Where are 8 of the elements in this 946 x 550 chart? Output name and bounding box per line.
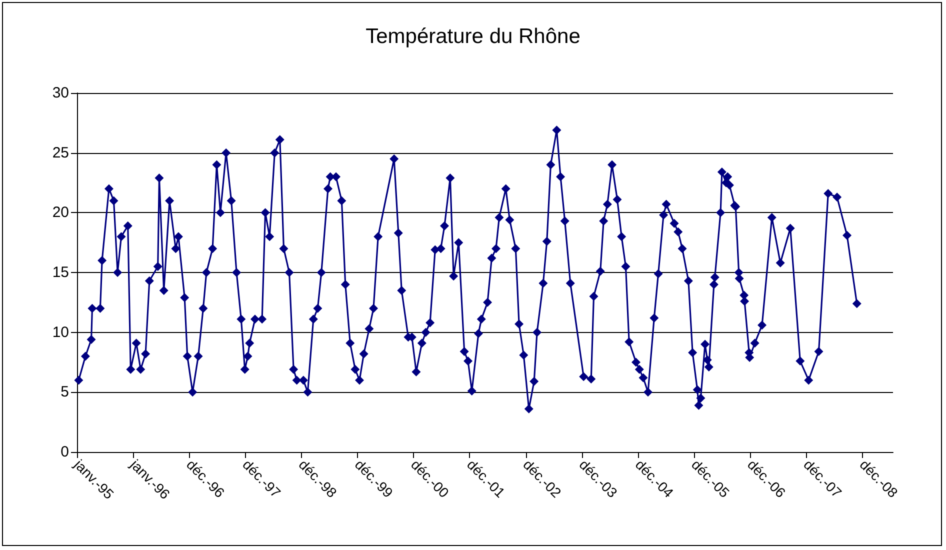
y-tick-label: 5: [60, 384, 69, 401]
y-tick-label: 30: [52, 84, 69, 102]
chart-title: Température du Rhône: [366, 25, 580, 48]
y-tick-label: 20: [52, 204, 69, 222]
y-tick-label: 25: [52, 144, 69, 162]
y-tick-label: 15: [52, 264, 69, 281]
y-tick-label: 0: [60, 444, 69, 460]
y-tick-label: 10: [52, 324, 69, 341]
